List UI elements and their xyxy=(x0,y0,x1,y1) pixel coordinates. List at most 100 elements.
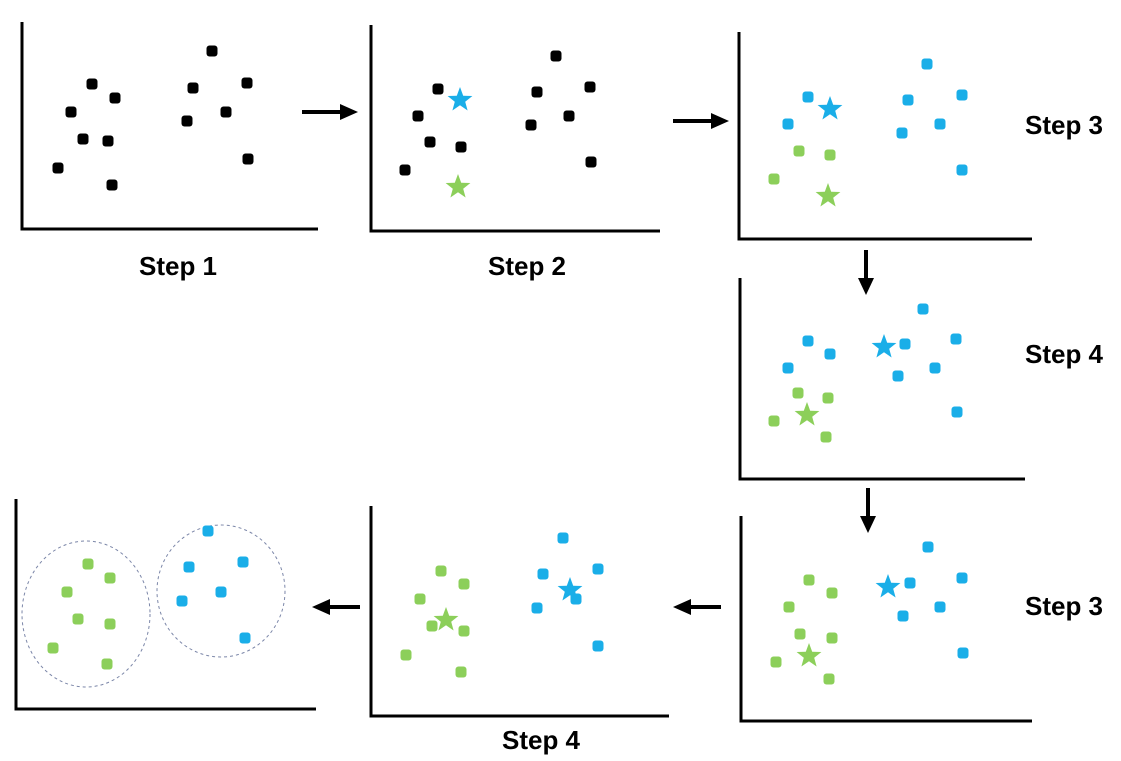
point-dot-icon xyxy=(455,141,467,153)
green-points xyxy=(47,558,116,670)
point-dot-icon xyxy=(412,110,424,122)
point-dot-icon xyxy=(585,156,597,168)
green-cluster-ellipse xyxy=(21,540,151,688)
point-dot-icon xyxy=(584,81,596,93)
point-dot-icon xyxy=(537,568,549,580)
point-dot-icon xyxy=(426,620,438,632)
blue-points xyxy=(897,541,969,659)
point-dot-icon xyxy=(72,613,84,625)
point-dot-icon xyxy=(61,586,73,598)
point-dot-icon xyxy=(592,640,604,652)
point-dot-icon xyxy=(400,649,412,661)
point-dot-icon xyxy=(239,632,251,644)
step-label: Step 4 xyxy=(1025,339,1104,369)
point-dot-icon xyxy=(824,149,836,161)
point-dot-icon xyxy=(892,370,904,382)
point-dot-icon xyxy=(458,578,470,590)
point-dot-icon xyxy=(956,572,968,584)
point-dot-icon xyxy=(181,115,193,127)
point-dot-icon xyxy=(531,86,543,98)
point-dot-icon xyxy=(399,164,411,176)
point-dot-icon xyxy=(823,673,835,685)
panel-step-4a: Step 4 xyxy=(738,278,1104,481)
point-dot-icon xyxy=(826,632,838,644)
step-label: Step 2 xyxy=(488,251,566,281)
point-dot-icon xyxy=(820,431,832,443)
point-dot-icon xyxy=(956,164,968,176)
axes xyxy=(369,506,669,718)
point-dot-icon xyxy=(424,136,436,148)
arrow-icon xyxy=(673,599,721,615)
step-label: Step 3 xyxy=(1025,591,1103,621)
point-dot-icon xyxy=(202,525,214,537)
axes xyxy=(369,25,660,233)
point-dot-icon xyxy=(109,92,121,104)
green-centroid-star-icon xyxy=(794,402,820,426)
point-dot-icon xyxy=(950,333,962,345)
point-dot-icon xyxy=(183,561,195,573)
point-dot-icon xyxy=(104,618,116,630)
point-dot-icon xyxy=(206,45,218,57)
point-dot-icon xyxy=(768,173,780,185)
panel-step-2: Step 2 xyxy=(369,25,660,281)
point-dot-icon xyxy=(782,362,794,374)
point-dot-icon xyxy=(794,628,806,640)
point-dot-icon xyxy=(432,83,444,95)
point-dot-icon xyxy=(899,338,911,350)
point-dot-icon xyxy=(768,415,780,427)
point-dot-icon xyxy=(187,82,199,94)
point-dot-icon xyxy=(770,656,782,668)
point-dot-icon xyxy=(458,625,470,637)
point-dot-icon xyxy=(101,658,113,670)
point-dot-icon xyxy=(220,106,232,118)
point-dot-icon xyxy=(435,565,447,577)
point-dot-icon xyxy=(783,601,795,613)
point-dot-icon xyxy=(557,532,569,544)
point-dot-icon xyxy=(922,541,934,553)
point-dot-icon xyxy=(822,392,834,404)
axes xyxy=(20,22,318,231)
axes xyxy=(737,32,1032,241)
point-dot-icon xyxy=(802,335,814,347)
arrow-icon xyxy=(673,113,729,129)
point-dot-icon xyxy=(525,119,537,131)
point-dot-icon xyxy=(86,78,98,90)
point-dot-icon xyxy=(176,595,188,607)
point-dot-icon xyxy=(550,50,562,62)
panel-step-1: Step 1 xyxy=(20,22,318,281)
blue-points xyxy=(176,525,251,644)
axes xyxy=(738,278,1025,481)
axes xyxy=(739,516,1032,723)
point-dot-icon xyxy=(237,556,249,568)
panel-step-3b: Step 3 xyxy=(739,516,1103,723)
point-dot-icon xyxy=(414,593,426,605)
green-points xyxy=(770,574,838,685)
axes xyxy=(14,499,316,711)
arrow-icon xyxy=(858,250,874,295)
point-dot-icon xyxy=(455,666,467,678)
point-dot-icon xyxy=(563,110,575,122)
arrow-icon xyxy=(312,599,360,615)
point-dot-icon xyxy=(106,179,118,191)
point-dot-icon xyxy=(102,135,114,147)
point-dot-icon xyxy=(52,162,64,174)
panel-final-clusters xyxy=(14,499,316,711)
panel-step-3a: Step 3 xyxy=(737,32,1103,241)
point-dot-icon xyxy=(104,572,116,584)
blue-centroid-star-icon xyxy=(447,87,473,111)
point-dot-icon xyxy=(921,58,933,70)
point-dot-icon xyxy=(951,406,963,418)
point-dot-icon xyxy=(902,94,914,106)
point-dot-icon xyxy=(897,610,909,622)
point-dot-icon xyxy=(65,106,77,118)
point-dot-icon xyxy=(77,133,89,145)
point-dot-icon xyxy=(802,91,814,103)
point-dot-icon xyxy=(934,601,946,613)
point-dot-icon xyxy=(82,558,94,570)
green-centroid-star-icon xyxy=(815,183,841,207)
point-dot-icon xyxy=(896,127,908,139)
point-dot-icon xyxy=(792,387,804,399)
point-dot-icon xyxy=(934,118,946,130)
point-dot-icon xyxy=(957,647,969,659)
blue-centroid-star-icon xyxy=(871,334,897,358)
